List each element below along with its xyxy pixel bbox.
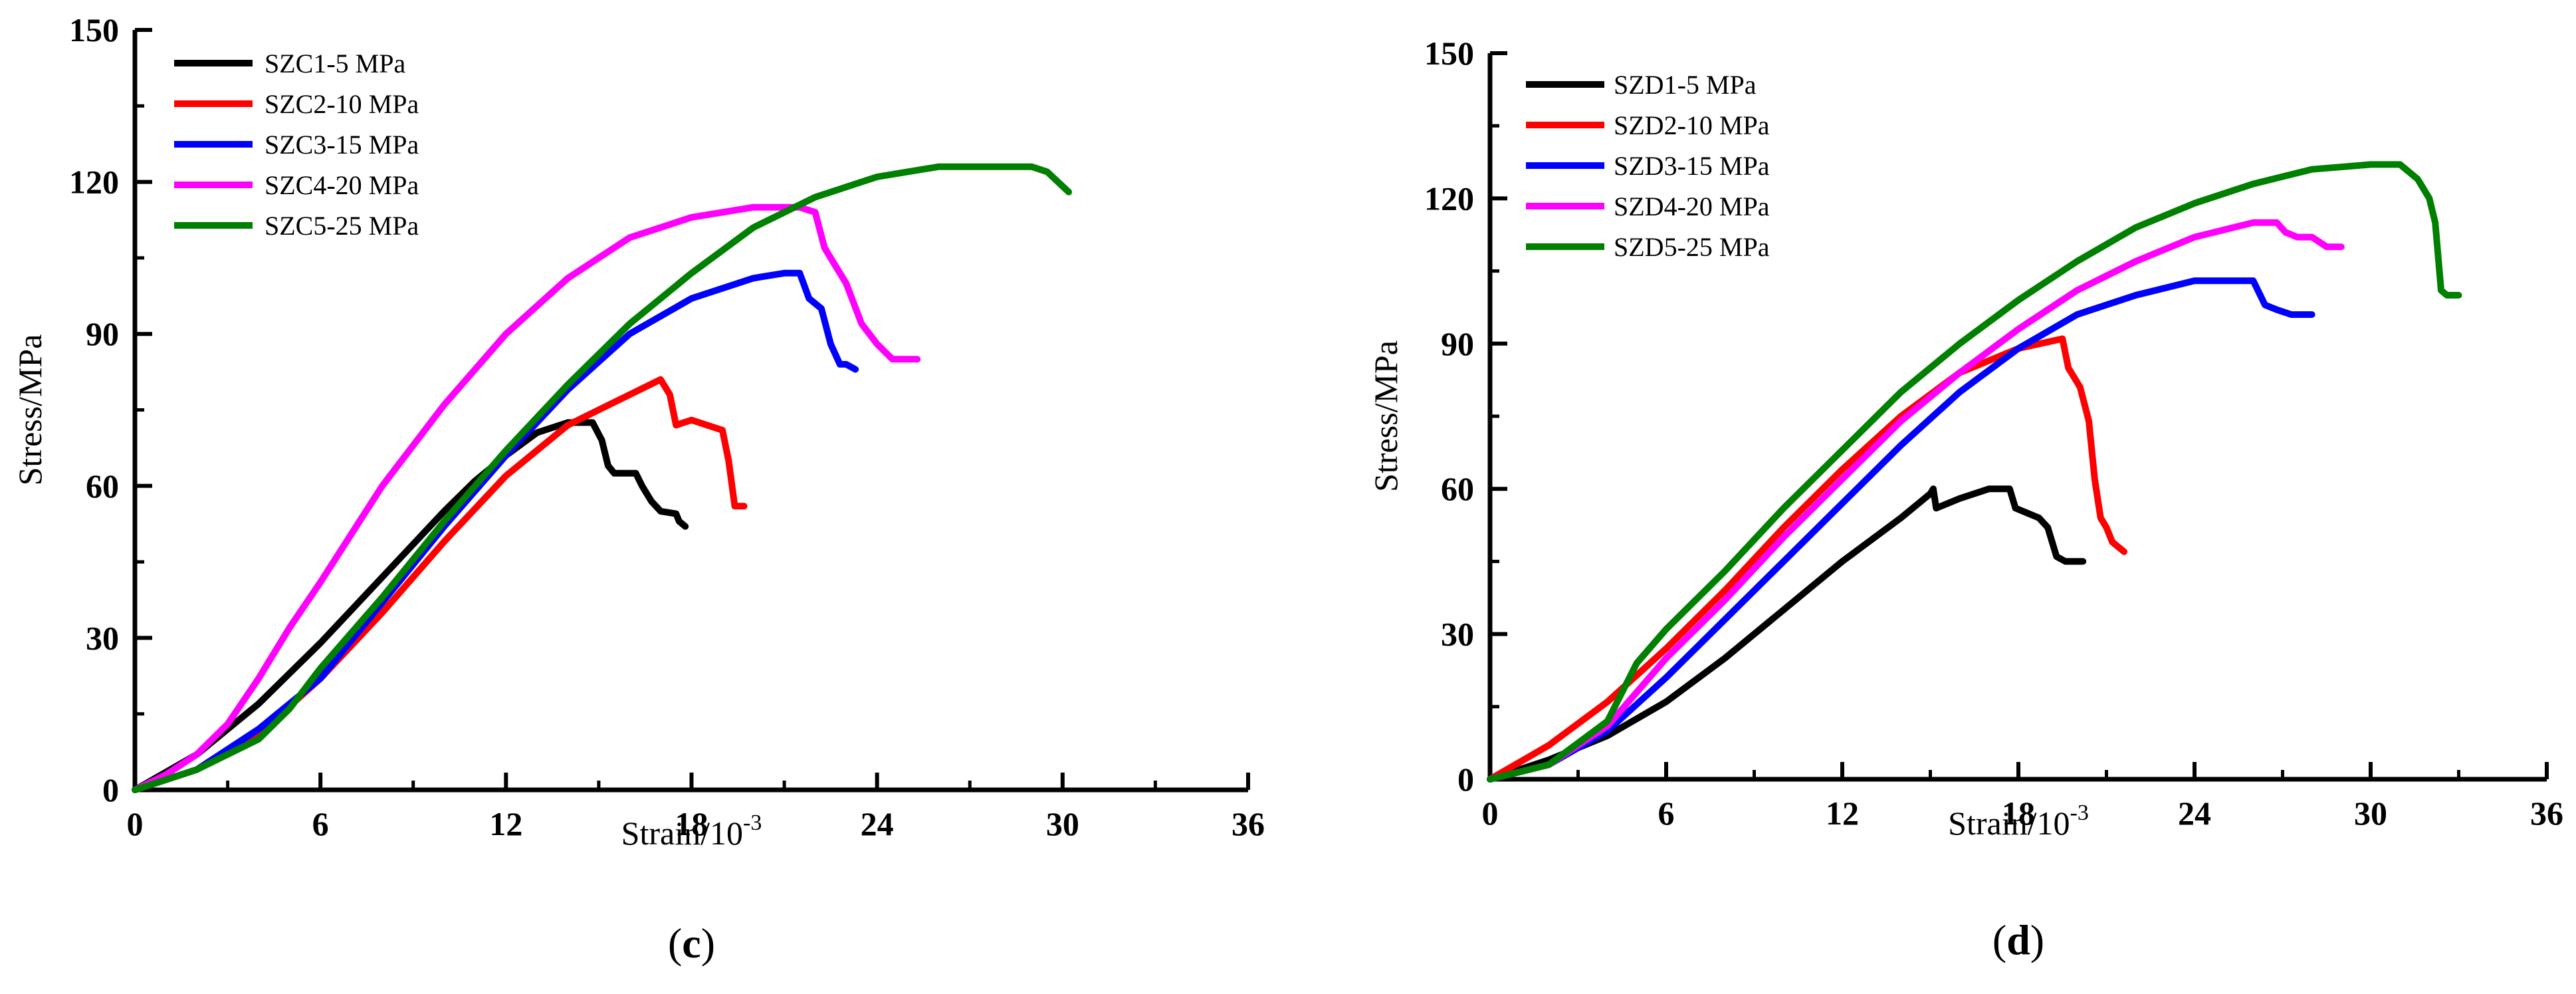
panel-d-label: (d) xyxy=(1992,916,2044,963)
panel-c-series-line-1 xyxy=(132,419,689,793)
panel-d-legend-label: SZD3-15 MPa xyxy=(1614,151,1770,181)
panel-c-x-tick-label: 12 xyxy=(489,805,522,842)
panel-c-x-tick-label: 30 xyxy=(1046,805,1079,842)
panel-d-y-tick-label: 150 xyxy=(1424,35,1474,72)
panel-c-x-tick-label: 18 xyxy=(675,805,708,842)
panel-c-legend-label: SZC1-5 MPa xyxy=(265,49,405,78)
panel-d-y-tick-label: 120 xyxy=(1424,180,1474,217)
panel-c-legend-label: SZC2-10 MPa xyxy=(265,89,419,119)
panel-d-legend-label: SZD5-25 MPa xyxy=(1614,232,1770,262)
panel-d-label-close-paren: ) xyxy=(2030,916,2044,963)
panel-c-label: (c) xyxy=(668,920,715,967)
panel-c-y-tick-label: 90 xyxy=(86,315,119,352)
panel-c-label-open-paren: ( xyxy=(668,920,682,967)
panel-d-x-tick-label: 24 xyxy=(2178,795,2211,832)
panel-c-legend-label: SZC3-15 MPa xyxy=(265,130,419,160)
panel-d-legend-label: SZD1-5 MPa xyxy=(1614,70,1757,100)
panel-d-x-tick-label: 12 xyxy=(1826,795,1859,832)
panel-c-y-tick-label: 30 xyxy=(86,619,119,656)
panel-c-x-tick-label: 6 xyxy=(312,805,329,842)
panel-d-chart: 0 6 12 18 24 30 36 0 30 60 90 120 150 SZD1-5 MPa SZD2-… xyxy=(1367,35,2563,963)
panel-c-x-axis-title: Strain/10-3 xyxy=(621,810,762,852)
panel-d-series-line-5 xyxy=(1487,161,2462,783)
panel-d-y-axis-title: Stress/MPa xyxy=(1367,340,1404,492)
panel-d-series-line-1 xyxy=(1487,485,2087,783)
panel-c-legend-label: SZC5-25 MPa xyxy=(265,211,419,241)
panel-c-x-axis-title-exponent: -3 xyxy=(743,810,762,835)
panel-c-y-tick-label: 60 xyxy=(86,467,119,505)
panel-d-y-tick-label: 30 xyxy=(1441,616,1474,653)
panel-d-y-tick-label: 0 xyxy=(1457,761,1474,798)
panel-d-x-axis-title-main: Strain/10 xyxy=(1948,805,2070,842)
panel-c-y-tick-label: 120 xyxy=(69,164,119,201)
panel-d-legend-label: SZD2-10 MPa xyxy=(1614,110,1770,140)
panel-d-legend: SZD1-5 MPa SZD2-10 MPa SZD3-15 MPa SZD4-20 … xyxy=(1526,70,1770,262)
panel-c-label-letter: c xyxy=(682,920,700,967)
panel-d-legend-label: SZD4-20 MPa xyxy=(1614,191,1770,221)
panel-c-legend-label: SZC4-20 MPa xyxy=(265,170,419,200)
panel-d-x-tick-label: 0 xyxy=(1482,795,1499,832)
panel-d-series-line-3 xyxy=(1487,277,2315,783)
panel-c-series-line-4 xyxy=(132,203,921,793)
panel-d-series-line-2 xyxy=(1487,335,2127,783)
panel-d-y-tick-label: 90 xyxy=(1441,325,1474,362)
panel-c-series-line-5 xyxy=(132,163,1073,793)
panel-c-x-tick-label: 36 xyxy=(1232,805,1265,842)
panel-c-x-tick-label: 24 xyxy=(861,805,894,842)
panel-d-series-line-4 xyxy=(1487,219,2345,783)
panel-c-x-tick-label: 0 xyxy=(127,805,144,842)
panel-d-x-axis-title: Strain/10-3 xyxy=(1948,801,2089,842)
panel-c-series-line-3 xyxy=(132,269,859,793)
panel-c-legend: SZC1-5 MPa SZC2-10 MPa SZC3-15 MPa SZC4-20 … xyxy=(174,49,419,241)
panel-c-chart: 0 6 12 18 24 30 36 0 30 60 90 120 150 SZC1-5 MPa SZC2-… xyxy=(11,11,1265,967)
panel-d-x-tick-label: 36 xyxy=(2530,795,2563,832)
panel-d-x-tick-label: 18 xyxy=(2002,795,2035,832)
panel-c-y-tick-label: 150 xyxy=(69,11,119,49)
panel-c-label-close-paren: ) xyxy=(701,920,715,967)
panel-d-x-tick-label: 6 xyxy=(1658,795,1675,832)
panel-c-y-axis-title: Stress/MPa xyxy=(11,334,49,486)
panel-c-y-tick-label: 0 xyxy=(102,771,119,808)
panel-d-label-letter: d xyxy=(2006,916,2030,963)
panel-d-x-axis-title-exponent: -3 xyxy=(2070,801,2089,825)
panel-d-x-tick-label: 30 xyxy=(2354,795,2387,832)
panel-c-x-axis-title-main: Strain/10 xyxy=(621,814,743,852)
panel-d-y-tick-label: 60 xyxy=(1441,470,1474,507)
panel-d-label-open-paren: ( xyxy=(1992,916,2006,963)
